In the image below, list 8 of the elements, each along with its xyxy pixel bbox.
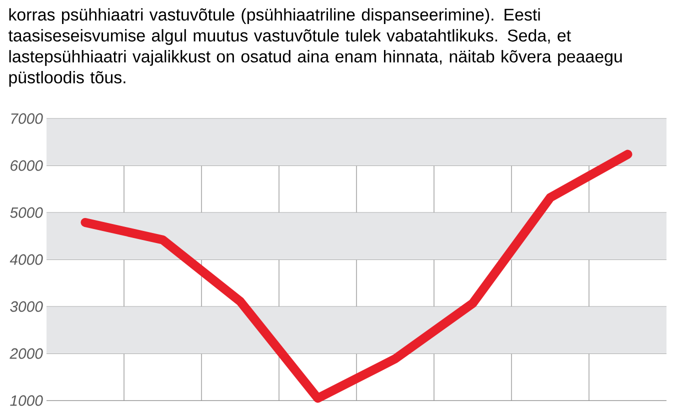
y-tick-label: 2000 — [10, 348, 43, 359]
y-tick-label: 3000 — [10, 301, 43, 312]
y-tick-label: 4000 — [10, 254, 43, 265]
y-tick-label: 6000 — [10, 160, 43, 171]
chart-title: korras psühhiaatri vastuvõtule (psühhiaatriline dispanseerimine). Eesti taasiseseisvumise algul muutus vastuvõtule tulek vabatahtlikuks. Seda, et lastepsühhiaatri vajalikkust on osatud aina enam hinnata, näitab kõvera peaaegu püstloodis tõus. — [8, 8, 622, 87]
y-tick-label: 1000 — [10, 395, 43, 406]
y-tick-label: 5000 — [10, 207, 43, 218]
y-tick-label: 7000 — [11, 113, 43, 124]
